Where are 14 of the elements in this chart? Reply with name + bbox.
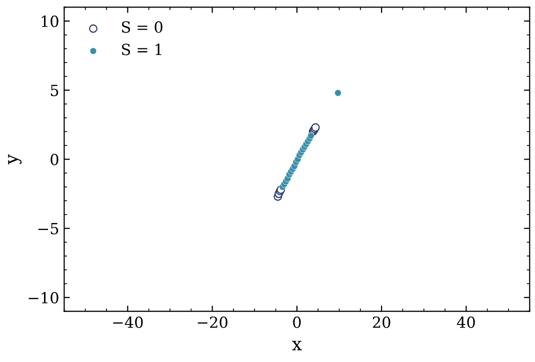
x-tick-label: 0	[293, 316, 301, 328]
x-tick-label: 20	[372, 316, 390, 328]
y-tick-label: 10	[42, 16, 58, 28]
x-tick-label: −20	[198, 316, 228, 328]
x-axis-title: x	[292, 340, 302, 350]
y-tick-label: 5	[50, 84, 58, 96]
legend-label: S = 0	[122, 21, 162, 33]
x-tick-label: 40	[456, 316, 475, 328]
y-tick-label: 0	[50, 154, 58, 166]
y-tick-label: −5	[38, 223, 58, 234]
legend-label: S = 1	[122, 44, 162, 56]
y-tick-label: −10	[28, 292, 58, 304]
y-axis-title: y	[8, 154, 22, 164]
x-tick-label: −40	[113, 316, 143, 328]
